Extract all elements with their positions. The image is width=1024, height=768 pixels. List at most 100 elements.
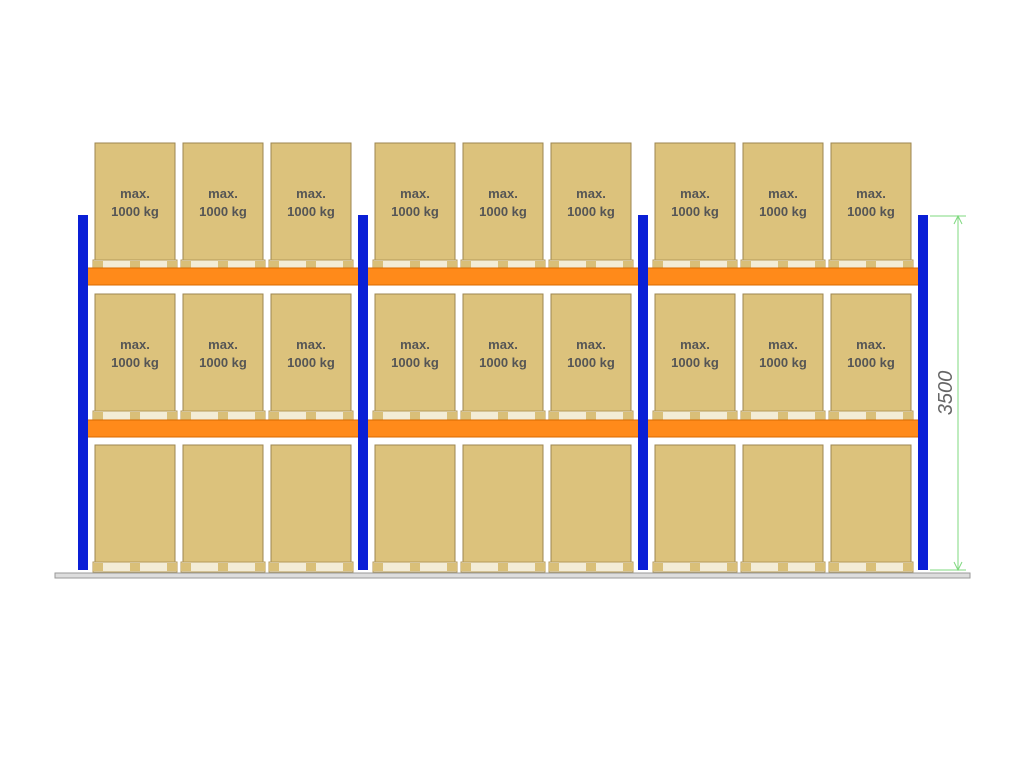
frame — [78, 215, 928, 570]
load-label: max. — [768, 186, 798, 201]
pallet-block — [373, 563, 383, 571]
beam — [641, 267, 924, 286]
pallet-block — [130, 563, 140, 571]
pallet-block — [130, 412, 140, 420]
upright — [918, 215, 928, 570]
load-label: 1000 kg — [391, 204, 439, 219]
pallet-block — [255, 412, 265, 420]
pallet-block — [93, 563, 103, 571]
pallet-block — [727, 412, 737, 420]
box — [462, 293, 544, 412]
pallet-block — [815, 261, 825, 269]
load-label: 1000 kg — [391, 355, 439, 370]
pallet-block — [410, 563, 420, 571]
pallet-block — [218, 412, 228, 420]
pallet-block — [653, 563, 663, 571]
pallet-block — [306, 412, 316, 420]
pallet-block — [690, 563, 700, 571]
pallet-block — [903, 563, 913, 571]
beam — [82, 419, 363, 438]
pallet-block — [255, 261, 265, 269]
pallet-block — [778, 563, 788, 571]
load-label: max. — [680, 186, 710, 201]
pallet-block — [653, 261, 663, 269]
box — [94, 142, 176, 261]
dimension-label: 3500 — [935, 371, 957, 416]
load-label: 1000 kg — [759, 355, 807, 370]
box — [270, 142, 352, 261]
pallet-block — [461, 412, 471, 420]
pallet-block — [829, 261, 839, 269]
box — [654, 142, 736, 261]
pallet-block — [866, 563, 876, 571]
load-label: max. — [576, 186, 606, 201]
pallet-block — [181, 563, 191, 571]
load-label: max. — [400, 337, 430, 352]
pallet-block — [269, 261, 279, 269]
pallet-block — [167, 563, 177, 571]
load-label: max. — [296, 186, 326, 201]
box — [830, 293, 912, 412]
pallet-block — [498, 261, 508, 269]
load-label: max. — [120, 337, 150, 352]
box — [270, 444, 352, 563]
load-label: 1000 kg — [567, 204, 615, 219]
pallet-block — [829, 412, 839, 420]
pallet-block — [653, 412, 663, 420]
box — [374, 444, 456, 563]
pallet-block — [741, 261, 751, 269]
pallet-block — [167, 261, 177, 269]
upright — [78, 215, 88, 570]
pallet-block — [269, 412, 279, 420]
pallet-block — [549, 261, 559, 269]
box — [94, 293, 176, 412]
box — [94, 444, 176, 563]
pallet-block — [93, 412, 103, 420]
box — [742, 444, 824, 563]
load-label: max. — [768, 337, 798, 352]
pallet-block — [903, 261, 913, 269]
pallet-block — [866, 412, 876, 420]
pallet-block — [181, 261, 191, 269]
pallet-block — [255, 563, 265, 571]
pallet-block — [623, 412, 633, 420]
box — [742, 142, 824, 261]
pallet-block — [829, 563, 839, 571]
pallet-block — [903, 412, 913, 420]
load-label: 1000 kg — [847, 204, 895, 219]
pallet-block — [586, 563, 596, 571]
pallet-block — [343, 261, 353, 269]
load-label: 1000 kg — [199, 355, 247, 370]
load-label: max. — [400, 186, 430, 201]
pallet-block — [549, 563, 559, 571]
pallet-block — [461, 261, 471, 269]
pallet-block — [815, 563, 825, 571]
box — [374, 142, 456, 261]
pallet-block — [461, 563, 471, 571]
pallet-block — [410, 261, 420, 269]
pallet-block — [535, 563, 545, 571]
pallet-block — [447, 412, 457, 420]
box — [830, 444, 912, 563]
pallet-block — [741, 563, 751, 571]
load-label: 1000 kg — [479, 355, 527, 370]
pallet-block — [690, 412, 700, 420]
pallet-block — [93, 261, 103, 269]
pallet-block — [167, 412, 177, 420]
pallet-block — [218, 563, 228, 571]
pallet-block — [815, 412, 825, 420]
pallet-block — [130, 261, 140, 269]
box — [550, 142, 632, 261]
beam — [641, 419, 924, 438]
box — [550, 444, 632, 563]
load-label: max. — [856, 186, 886, 201]
load-label: max. — [208, 337, 238, 352]
pallet-block — [778, 412, 788, 420]
box — [654, 444, 736, 563]
box — [374, 293, 456, 412]
pallet-block — [549, 412, 559, 420]
pallet-block — [447, 261, 457, 269]
pallet-block — [866, 261, 876, 269]
pallet-block — [623, 563, 633, 571]
